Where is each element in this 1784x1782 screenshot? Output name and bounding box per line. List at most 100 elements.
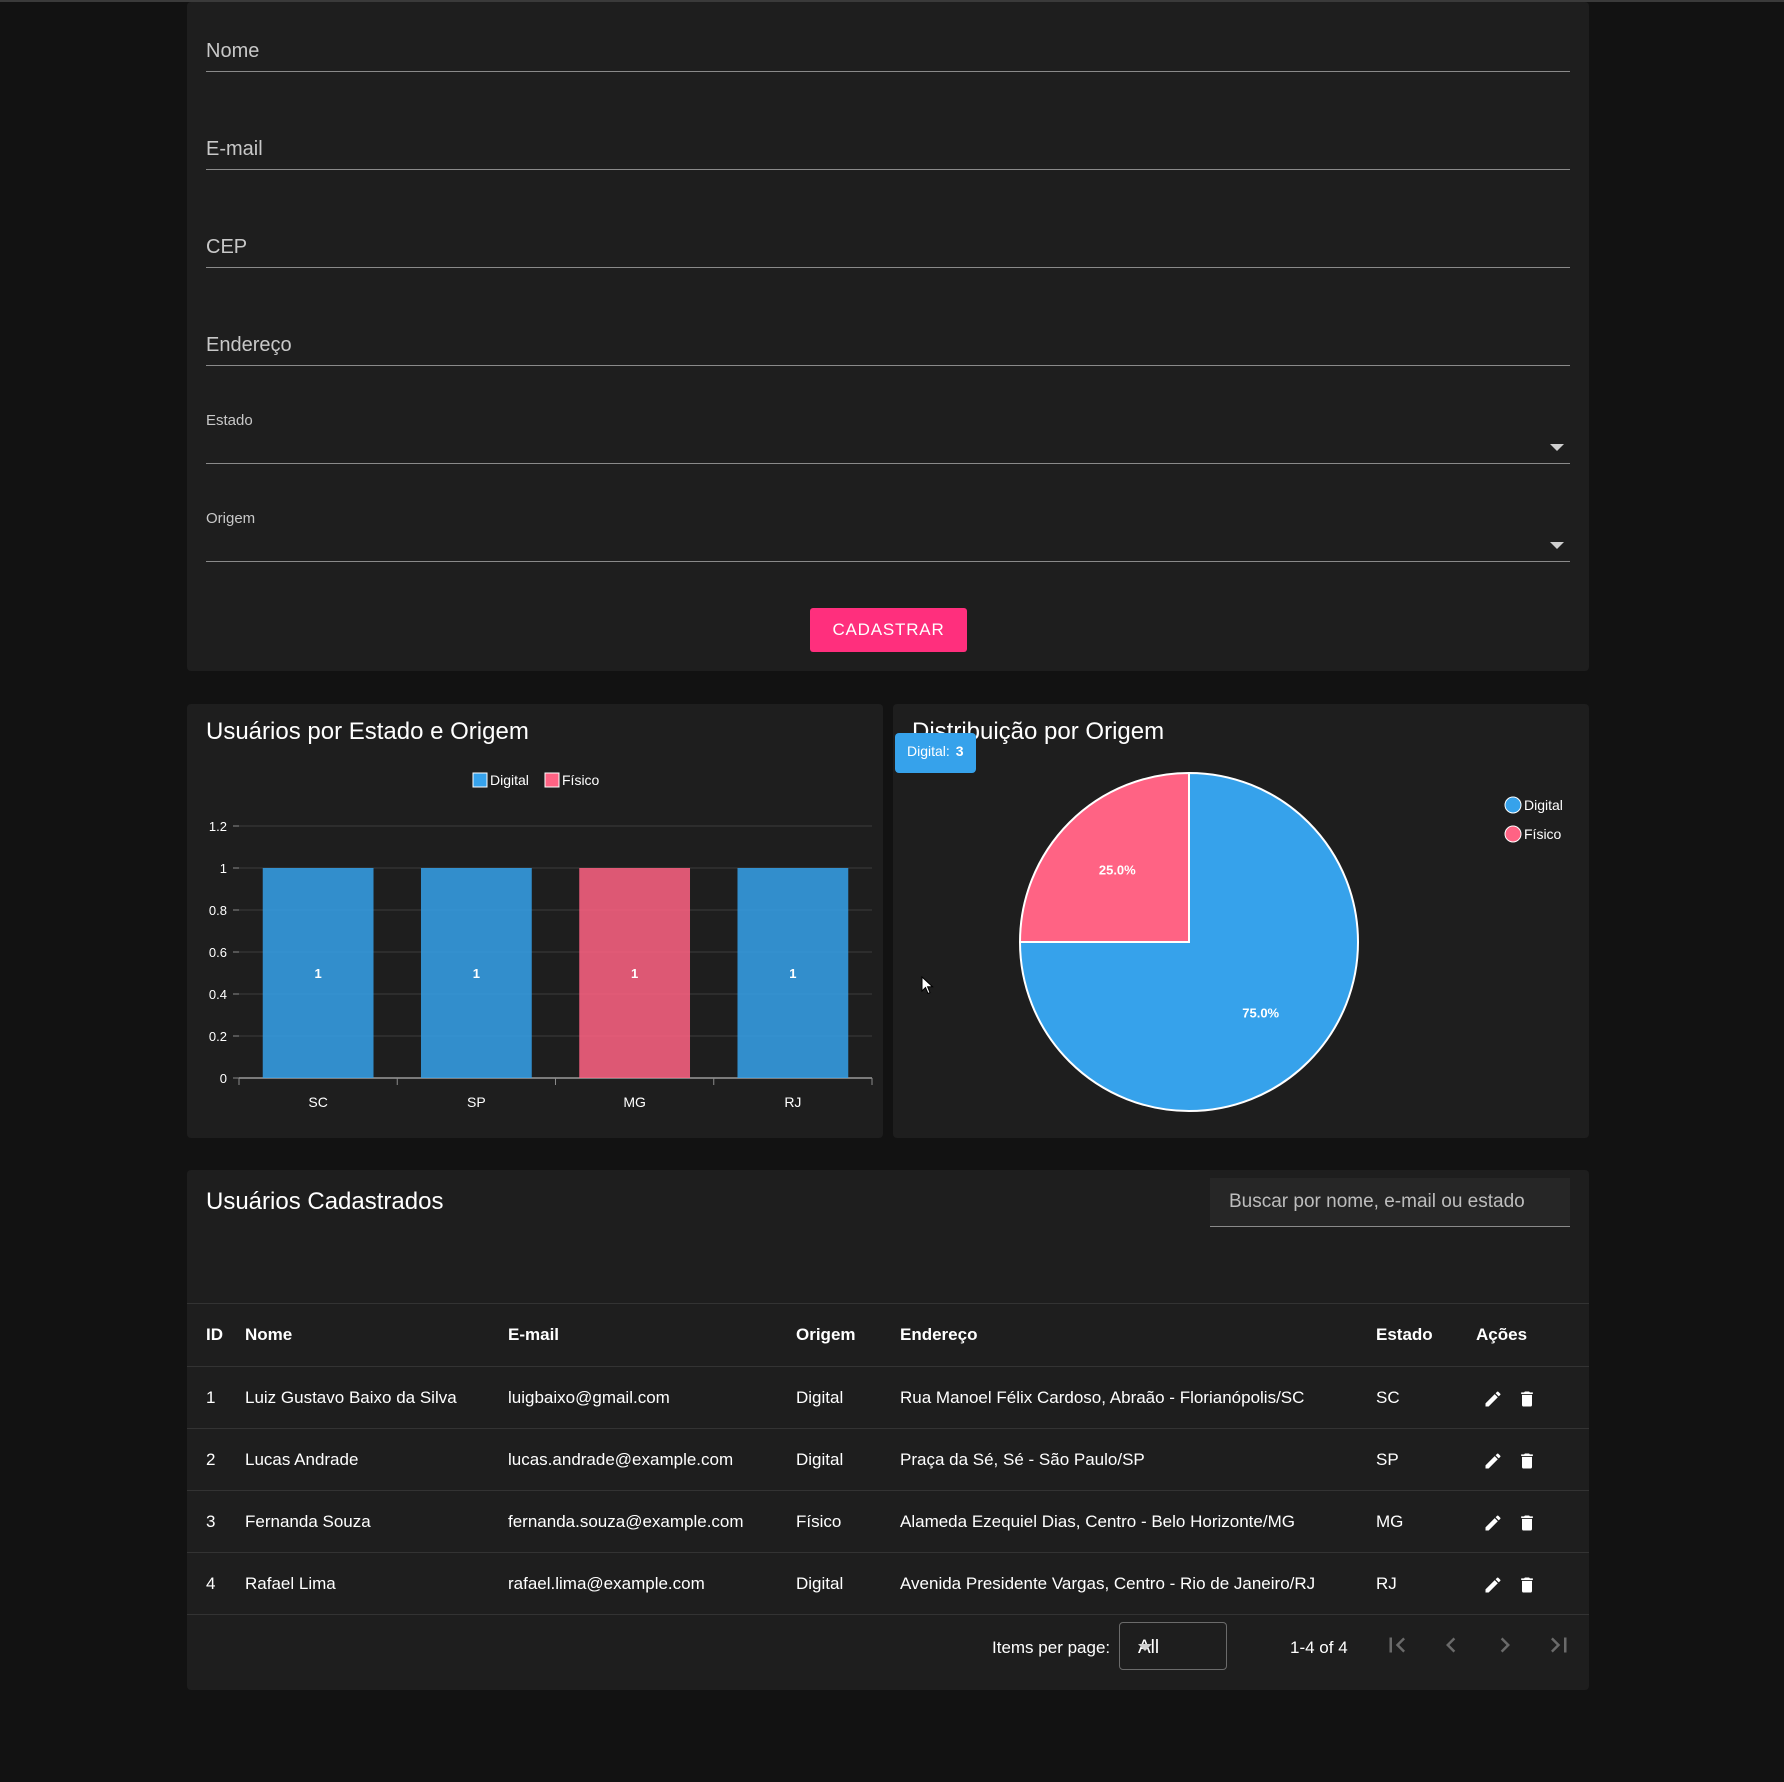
email-field-label: E-mail (206, 138, 263, 160)
edit-pencil-icon[interactable] (1476, 1567, 1510, 1601)
users-table: ID Nome E-mail Origem Endereço Estado Aç… (187, 1303, 1589, 1615)
pagination: Items per page: All 1-4 of 4 (187, 1616, 1589, 1676)
x-tick-label: MG (623, 1094, 646, 1110)
cell-id: 4 (187, 1552, 245, 1615)
legend-item[interactable]: Digital (1504, 796, 1563, 814)
y-tick-label: 0.2 (209, 1029, 227, 1044)
bar-data-label: 1 (789, 966, 796, 981)
legend-swatch (1504, 796, 1522, 814)
pie-chart: 75.0% 25.0% Digital Físico (1018, 771, 1563, 1112)
bar-chart: Digital Físico 0 0.2 0.4 0.6 0.8 1 1.2 1 SC 1 SP 1 MG 1… (209, 772, 873, 1110)
header-actions: Ações (1476, 1303, 1589, 1367)
bar-sp[interactable] (420, 868, 532, 1078)
edit-pencil-icon[interactable] (1476, 1381, 1510, 1415)
last-page-icon[interactable] (1544, 1630, 1574, 1660)
cell-email: rafael.lima@example.com (508, 1552, 796, 1615)
y-tick-label: 0.6 (209, 945, 227, 960)
y-tick-label: 1.2 (209, 819, 227, 834)
state-select-label: Estado (206, 412, 253, 429)
register-button[interactable]: CADASTRAR (810, 608, 967, 652)
y-tick-label: 0.8 (209, 903, 227, 918)
mouse-cursor-icon (921, 976, 934, 995)
pie-tooltip-value: 3 (955, 743, 964, 759)
cep-field[interactable]: CEP (206, 228, 1570, 268)
cell-email: fernanda.souza@example.com (508, 1490, 796, 1553)
cell-state: SP (1376, 1428, 1476, 1491)
origin-select[interactable]: Origem (206, 506, 1570, 562)
cell-name: Fernanda Souza (245, 1490, 508, 1553)
header-email[interactable]: E-mail (508, 1303, 796, 1367)
y-tick-label: 1 (220, 861, 227, 876)
cell-email: luigbaixo@gmail.com (508, 1366, 796, 1429)
chevron-down-icon (1550, 444, 1564, 451)
items-per-page-select[interactable]: All (1119, 1622, 1227, 1670)
delete-trash-icon[interactable] (1510, 1505, 1544, 1539)
table-title: Usuários Cadastrados (206, 1188, 444, 1215)
name-field[interactable]: Nome (206, 32, 1570, 72)
header-origin[interactable]: Origem (796, 1303, 900, 1367)
pie-chart-card: Distribuição por Origem 75.0% 25.0% Digita… (893, 704, 1589, 1138)
cell-state: RJ (1376, 1552, 1476, 1615)
cell-id: 2 (187, 1428, 245, 1491)
y-tick-label: 0 (220, 1071, 227, 1086)
cell-origin: Digital (796, 1366, 900, 1429)
address-field-label: Endereço (206, 334, 292, 356)
delete-trash-icon[interactable] (1510, 1381, 1544, 1415)
pie-percent-label: 25.0% (1099, 862, 1136, 877)
cell-address: Alameda Ezequiel Dias, Centro - Belo Hor… (900, 1490, 1376, 1553)
bar-data-label: 1 (473, 966, 480, 981)
header-name[interactable]: Nome (245, 1303, 508, 1367)
x-tick-label: SC (308, 1094, 327, 1110)
pie-slice-digital[interactable] (1018, 771, 1359, 1112)
bar-rj[interactable] (737, 868, 849, 1078)
page-range-text: 1-4 of 4 (1290, 1638, 1348, 1657)
cep-field-label: CEP (206, 236, 248, 258)
legend-label: Digital (1524, 797, 1563, 813)
edit-pencil-icon[interactable] (1476, 1443, 1510, 1477)
legend-item[interactable]: Físico (1504, 825, 1562, 843)
legend-item[interactable]: Físico (544, 772, 600, 788)
pie-tooltip: Digital: 3 (895, 733, 976, 773)
x-tick-label: RJ (784, 1094, 801, 1110)
cell-email: lucas.andrade@example.com (508, 1428, 796, 1491)
header-state[interactable]: Estado (1376, 1303, 1476, 1367)
bar-chart-title: Usuários por Estado e Origem (206, 718, 529, 745)
legend-label: Digital (490, 772, 529, 788)
state-select[interactable]: Estado (206, 408, 1570, 464)
bar-data-label: 1 (315, 966, 322, 981)
edit-pencil-icon[interactable] (1476, 1505, 1510, 1539)
legend-label: Físico (562, 772, 600, 788)
header-id[interactable]: ID (187, 1303, 245, 1367)
cell-address: Avenida Presidente Vargas, Centro - Rio … (900, 1552, 1376, 1615)
cell-name: Lucas Andrade (245, 1428, 508, 1491)
search-input[interactable] (1210, 1178, 1570, 1227)
first-page-icon[interactable] (1382, 1630, 1412, 1660)
items-per-page-label: Items per page: (992, 1638, 1111, 1657)
email-field[interactable]: E-mail (206, 130, 1570, 170)
legend-swatch (472, 772, 488, 788)
pie-slice-fisico[interactable] (1018, 771, 1190, 943)
next-page-icon[interactable] (1490, 1630, 1520, 1660)
users-table-card: Usuários Cadastrados ID Nome E-mail Orig… (187, 1170, 1589, 1690)
header-address[interactable]: Endereço (900, 1303, 1376, 1367)
legend-item[interactable]: Digital (472, 772, 529, 788)
pie-tooltip-label: Digital: (907, 743, 950, 759)
bar-chart-card: Usuários por Estado e Origem Digital Físi… (187, 704, 883, 1138)
cell-name: Luiz Gustavo Baixo da Silva (245, 1366, 508, 1429)
delete-trash-icon[interactable] (1510, 1443, 1544, 1477)
bar-sc[interactable] (262, 868, 374, 1078)
prev-page-icon[interactable] (1436, 1630, 1466, 1660)
cell-address: Rua Manoel Félix Cardoso, Abraão - Flori… (900, 1366, 1376, 1429)
chevron-down-icon (1138, 1644, 1152, 1651)
cell-actions (1476, 1552, 1589, 1615)
cell-id: 1 (187, 1366, 245, 1429)
delete-trash-icon[interactable] (1510, 1567, 1544, 1601)
cell-origin: Digital (796, 1552, 900, 1615)
cell-origin: Digital (796, 1428, 900, 1491)
address-field[interactable]: Endereço (206, 326, 1570, 366)
legend-swatch (544, 772, 560, 788)
table-row: 3 Fernanda Souza fernanda.souza@example.co… (187, 1490, 1589, 1553)
bar-mg[interactable] (579, 868, 691, 1078)
x-tick-label: SP (467, 1094, 486, 1110)
pie-percent-label: 75.0% (1242, 1006, 1279, 1021)
